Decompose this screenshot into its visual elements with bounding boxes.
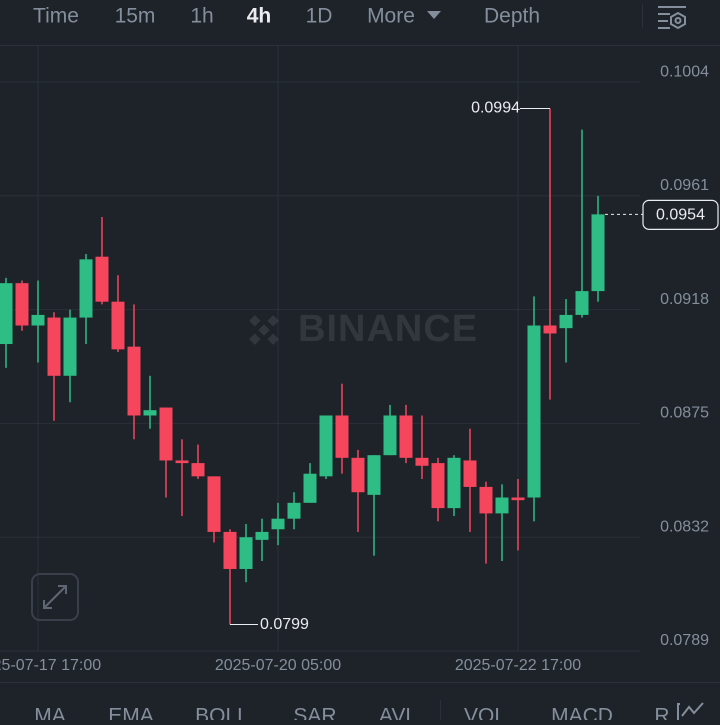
y-tick-label: 0.0789	[660, 632, 709, 649]
expand-button[interactable]	[31, 573, 79, 621]
current-price: 0.0954	[656, 207, 705, 224]
timeframe-tab[interactable]: Time	[33, 5, 79, 28]
candle-body	[479, 486, 493, 514]
candle-body	[543, 325, 557, 334]
icon-line	[681, 702, 704, 717]
y-tick-label: 0.0875	[660, 405, 709, 422]
candle-body	[143, 410, 157, 416]
dropdown-arrow	[427, 11, 441, 19]
indicator-fade	[672, 695, 720, 720]
settings-icon[interactable]	[658, 6, 686, 30]
candle-body	[591, 214, 605, 292]
timeframe-tab[interactable]: 15m	[115, 5, 156, 28]
candle-body	[15, 283, 29, 326]
y-tick-label: 0.1004	[660, 63, 709, 80]
timeframe-tab[interactable]: 4h	[247, 5, 272, 28]
x-tick-label: 2025-07-20 05:00	[215, 657, 341, 674]
candle-body	[367, 455, 381, 495]
x-tick-label: 2025-07-17 17:00	[0, 657, 101, 674]
candle-body	[399, 415, 413, 458]
candle-body	[47, 317, 61, 376]
candle-body	[415, 457, 429, 466]
candle-body	[527, 325, 541, 498]
candle-body	[495, 497, 509, 514]
candle-body	[207, 476, 221, 532]
candle-body	[319, 415, 333, 477]
candle-body	[111, 301, 125, 350]
candle-body	[255, 531, 269, 540]
y-tick-label: 0.0918	[660, 291, 709, 308]
indicator-settings-icon[interactable]	[677, 702, 704, 720]
candle-body	[63, 317, 77, 376]
candle-body	[95, 256, 109, 302]
candle-body	[175, 460, 189, 464]
indicator-tab[interactable]: R	[654, 705, 669, 725]
candle-body	[383, 415, 397, 456]
candle-body	[575, 291, 589, 315]
indicator-tab[interactable]: MA	[34, 705, 66, 725]
candle-body	[79, 259, 93, 318]
candle-body	[335, 415, 349, 458]
candle-body	[271, 518, 285, 530]
candle-body	[447, 457, 461, 509]
icon-line	[677, 703, 680, 720]
candle-body	[431, 463, 445, 509]
y-tick-label: 0.0961	[660, 177, 709, 194]
timeframe-tab[interactable]: More	[367, 5, 415, 28]
indicator-tab[interactable]: MACD	[551, 705, 613, 725]
x-tick-label: 2025-07-22 17:00	[455, 657, 581, 674]
low-label: 0.0799	[260, 616, 309, 633]
indicator-tab[interactable]: SAR	[293, 705, 336, 725]
price-tag	[642, 199, 719, 230]
y-tick-label: 0.0832	[660, 518, 709, 535]
candle-body	[239, 537, 253, 569]
candle-body	[511, 497, 525, 501]
candle-body	[31, 314, 45, 326]
indicator-tab[interactable]: AVL	[379, 705, 417, 725]
indicator-tab[interactable]: EMA	[108, 705, 154, 725]
candle-body	[287, 502, 301, 519]
candle-body	[159, 407, 173, 461]
timeframe-tab[interactable]: 1h	[190, 5, 213, 28]
candle-body	[463, 460, 477, 487]
indicator-tab[interactable]: VOL	[464, 705, 506, 725]
timeframe-tab[interactable]: Depth	[484, 5, 540, 28]
candle-body	[223, 531, 237, 569]
candle-body	[351, 457, 365, 493]
indicator-tab[interactable]: BOLL	[195, 705, 249, 725]
candle-body	[559, 314, 573, 329]
candle-body	[191, 463, 205, 477]
candle-body	[0, 283, 13, 345]
candle-body	[303, 473, 317, 503]
candle-body	[127, 346, 141, 416]
timeframe-tab[interactable]: 1D	[306, 5, 333, 28]
watermark-text: BINANCE	[298, 308, 478, 350]
high-label: 0.0994	[471, 100, 520, 117]
